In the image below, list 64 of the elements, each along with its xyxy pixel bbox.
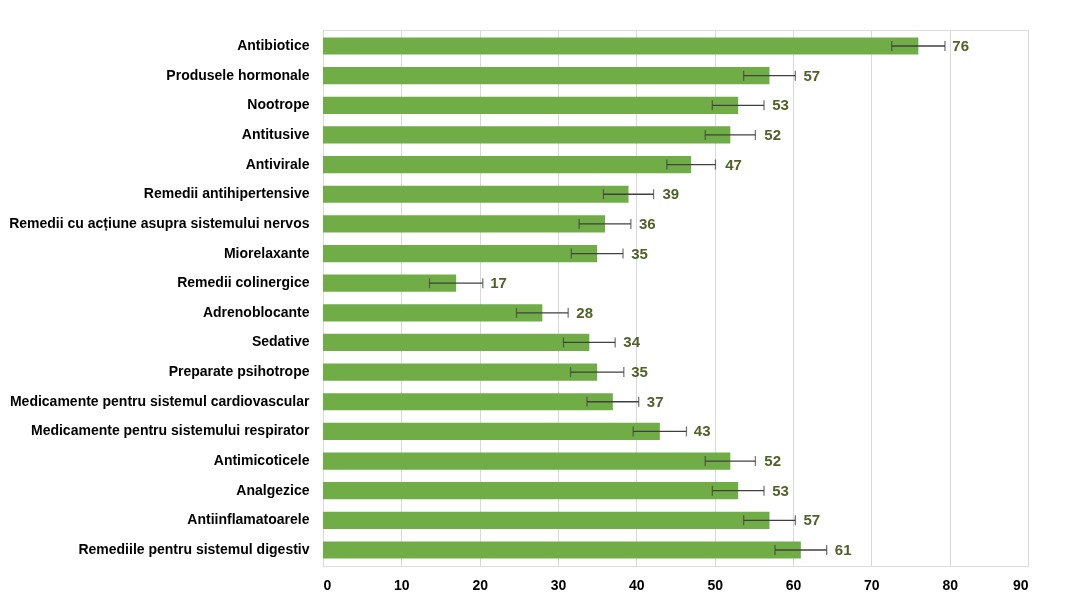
- data-label: 35: [631, 244, 648, 262]
- y-tick-label: Remedii colinergice: [177, 274, 310, 291]
- data-label: 39: [662, 185, 680, 203]
- y-tick-label: Sedative: [251, 333, 310, 350]
- x-tick-label: 0: [323, 576, 332, 593]
- bar: [323, 422, 660, 440]
- bar: [323, 363, 598, 381]
- y-tick-label: Produsele hormonale: [166, 66, 310, 83]
- y-tick-label: Antibiotice: [237, 37, 310, 54]
- y-tick-label: Medicamente pentru sistemului respirator: [30, 422, 311, 439]
- bar: [323, 333, 590, 352]
- data-label: 47: [725, 155, 742, 173]
- y-tick-label: Adrenoblocante: [202, 303, 310, 320]
- data-label: 76: [952, 37, 970, 55]
- data-label: 57: [803, 66, 821, 84]
- data-label: 17: [490, 274, 507, 292]
- bar: [323, 67, 770, 85]
- data-label: 37: [646, 392, 664, 410]
- y-tick-label: Antitusive: [241, 125, 310, 142]
- x-tick-label: 20: [472, 576, 489, 593]
- y-tick-label: Remediile pentru sistemul digestiv: [78, 540, 310, 557]
- x-tick-label: 40: [629, 576, 645, 593]
- x-tick-label: 70: [864, 576, 880, 593]
- y-tick-label: Medicamente pentru sistemul cardiovascular: [9, 392, 311, 409]
- y-tick-label: Analgezice: [236, 481, 310, 498]
- x-tick-label: 60: [785, 576, 802, 593]
- bar: [323, 244, 598, 263]
- y-tick-label: Miorelaxante: [223, 244, 310, 261]
- bar: [323, 215, 605, 233]
- bar: [323, 452, 731, 470]
- data-label: 28: [576, 303, 594, 321]
- x-tick-label: 30: [550, 576, 567, 593]
- x-tick-label: 10: [394, 576, 410, 593]
- y-tick-label: Remedii antihipertensive: [143, 185, 310, 202]
- data-label: 57: [803, 511, 821, 529]
- bar: [323, 96, 739, 114]
- y-tick-label: Antimicoticele: [213, 452, 310, 469]
- data-label: 52: [764, 452, 782, 470]
- x-tick-label: 80: [942, 576, 959, 593]
- bar: [323, 37, 919, 55]
- x-tick-label: 90: [1012, 576, 1029, 593]
- y-tick-label: Nootrope: [247, 96, 310, 113]
- bar: [323, 185, 629, 203]
- data-label: 61: [834, 540, 852, 558]
- y-tick-label: Preparate psihotrope: [168, 363, 310, 380]
- data-label: 35: [631, 363, 648, 381]
- bar: [323, 126, 731, 144]
- bar: [323, 482, 739, 500]
- bar: [323, 304, 543, 322]
- data-label: 43: [693, 422, 711, 440]
- data-label: 52: [764, 125, 782, 143]
- data-label: 53: [772, 96, 789, 114]
- bar: [323, 274, 457, 292]
- y-tick-label: Antiinflamatoarele: [187, 511, 310, 528]
- x-tick-label: 50: [707, 576, 724, 593]
- data-label: 34: [623, 333, 641, 351]
- bar: [323, 156, 692, 174]
- bar: [323, 511, 770, 529]
- bar: [323, 393, 613, 411]
- y-tick-label: Antivirale: [245, 155, 310, 172]
- data-label: 36: [639, 214, 656, 232]
- bar: [323, 541, 801, 559]
- y-tick-label: Remedii cu acțiune asupra sistemului nervos: [9, 214, 310, 231]
- data-label: 53: [772, 481, 789, 499]
